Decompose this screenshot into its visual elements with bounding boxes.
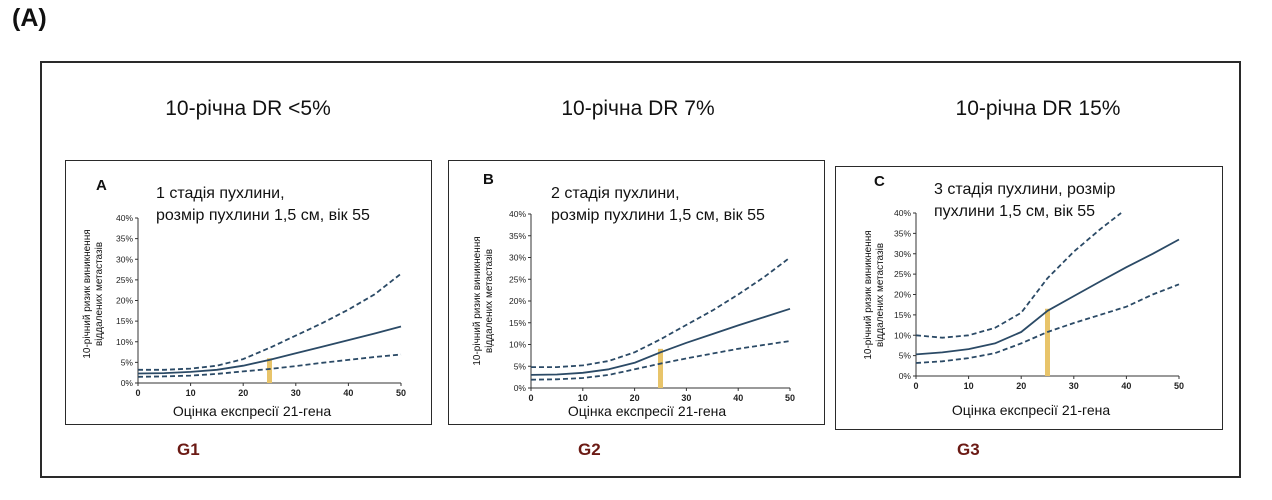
risk-estimate-line	[137, 325, 402, 375]
panel-description: 3 стадія пухлини, розмір пухлини 1,5 см,…	[934, 181, 1116, 220]
y-tick-label: 20%	[116, 296, 133, 306]
x-tick-label: 0	[913, 381, 918, 391]
confidence-bound-line	[915, 283, 1180, 364]
x-tick-label: 0	[528, 393, 533, 403]
x-tick-label: 40	[733, 393, 743, 403]
chart-a-svg: 0% 5% 10% 15% 20% 25% 30% 35% 40% 0 10 20 30 40 50	[116, 213, 406, 398]
y-tick-label: 40%	[894, 208, 911, 218]
chart-panel-b: 0% 5% 10% 15% 20% 25% 30% 35% 40% 0 10 20 30 40 50 B 2…	[448, 160, 825, 425]
y-tick-label: 5%	[899, 351, 912, 361]
y-tick-label: 25%	[116, 275, 133, 285]
y-tick-label: 10%	[116, 337, 133, 347]
x-tick-label: 50	[1174, 381, 1184, 391]
chart-c-svg: 0% 5% 10% 15% 20% 25% 30% 35% 40% 0 10 20 30 40 50	[894, 208, 1184, 391]
chart-panel-a: 0% 5% 10% 15% 20% 25% 30% 35% 40% 0 10 20 30 40 50 A 1…	[65, 160, 432, 425]
confidence-bound-line	[138, 272, 402, 371]
risk-estimate-line	[530, 307, 791, 376]
x-tick-label: 30	[291, 388, 301, 398]
x-axis-label: Оцінка експресії 21-гена	[567, 403, 727, 419]
x-tick-label: 40	[1121, 381, 1131, 391]
x-tick-label: 50	[396, 388, 406, 398]
grade-label-g2: G2	[578, 440, 601, 459]
confidence-bound-line	[531, 256, 791, 369]
y-tick-label: 30%	[894, 249, 911, 259]
column-title-2: 10-річна DR 7%	[561, 97, 715, 120]
x-tick-label: 30	[681, 393, 691, 403]
y-axis-label: 10-річний ризик виникнення віддалених ме…	[863, 230, 886, 360]
risk-estimate-line	[915, 238, 1180, 356]
column-title-1: 10-річна DR <5%	[165, 97, 331, 120]
y-tick-label: 25%	[509, 274, 526, 284]
figure-label: (A)	[12, 4, 47, 32]
confidence-bound-line	[915, 212, 1122, 339]
y-tick-label: 10%	[894, 330, 911, 340]
x-tick-label: 20	[238, 388, 248, 398]
y-tick-label: 10%	[509, 340, 526, 350]
y-tick-label: 15%	[509, 318, 526, 328]
x-axis-label: Оцінка експресії 21-гена	[951, 402, 1111, 418]
chart-panel-c: 0% 5% 10% 15% 20% 25% 30% 35% 40% 0 10 20 30 40 50 C 3…	[835, 166, 1223, 430]
x-tick-label: 20	[1016, 381, 1026, 391]
chart-b-svg: 0% 5% 10% 15% 20% 25% 30% 35% 40% 0 10 20 30 40 50	[509, 209, 795, 403]
y-tick-label: 0%	[899, 371, 912, 381]
x-tick-label: 40	[343, 388, 353, 398]
x-axis-label: Оцінка експресії 21-гена	[172, 403, 332, 419]
x-tick-label: 50	[785, 393, 795, 403]
grade-label-g1: G1	[177, 440, 200, 459]
x-tick-label: 10	[964, 381, 974, 391]
y-tick-label: 20%	[509, 296, 526, 306]
x-tick-label: 0	[135, 388, 140, 398]
y-tick-label: 35%	[116, 234, 133, 244]
figure-frame	[40, 61, 1241, 478]
confidence-bound-line	[137, 353, 402, 378]
y-tick-label: 20%	[894, 290, 911, 300]
x-tick-label: 30	[1069, 381, 1079, 391]
y-tick-label: 15%	[894, 310, 911, 320]
y-tick-label: 40%	[116, 213, 133, 223]
x-tick-label: 20	[630, 393, 640, 403]
confidence-bound-line	[530, 340, 791, 381]
panel-letter: B	[483, 171, 494, 188]
y-tick-label: 25%	[894, 269, 911, 279]
y-tick-label: 35%	[894, 228, 911, 238]
panel-description: 2 стадія пухлини, розмір пухлини 1,5 см,…	[551, 185, 765, 224]
y-axis-label: 10-річний ризик виникнення віддалених ме…	[472, 236, 495, 366]
y-tick-label: 0%	[121, 378, 134, 388]
panel-letter: C	[874, 173, 885, 190]
panel-description: 1 стадія пухлини, розмір пухлини 1,5 см,…	[156, 185, 370, 224]
column-title-3: 10-річна DR 15%	[955, 97, 1121, 120]
x-tick-label: 10	[186, 388, 196, 398]
y-tick-label: 30%	[509, 253, 526, 263]
grade-label-g3: G3	[957, 440, 980, 459]
y-tick-label: 35%	[509, 231, 526, 241]
y-tick-label: 5%	[121, 357, 134, 367]
y-axis-label: 10-річний ризик виникнення віддалених ме…	[82, 229, 105, 359]
panel-letter: A	[96, 177, 107, 194]
y-tick-label: 5%	[514, 361, 527, 371]
y-tick-label: 0%	[514, 383, 527, 393]
y-tick-label: 15%	[116, 316, 133, 326]
y-tick-label: 30%	[116, 254, 133, 264]
y-tick-label: 40%	[509, 209, 526, 219]
x-tick-label: 10	[578, 393, 588, 403]
